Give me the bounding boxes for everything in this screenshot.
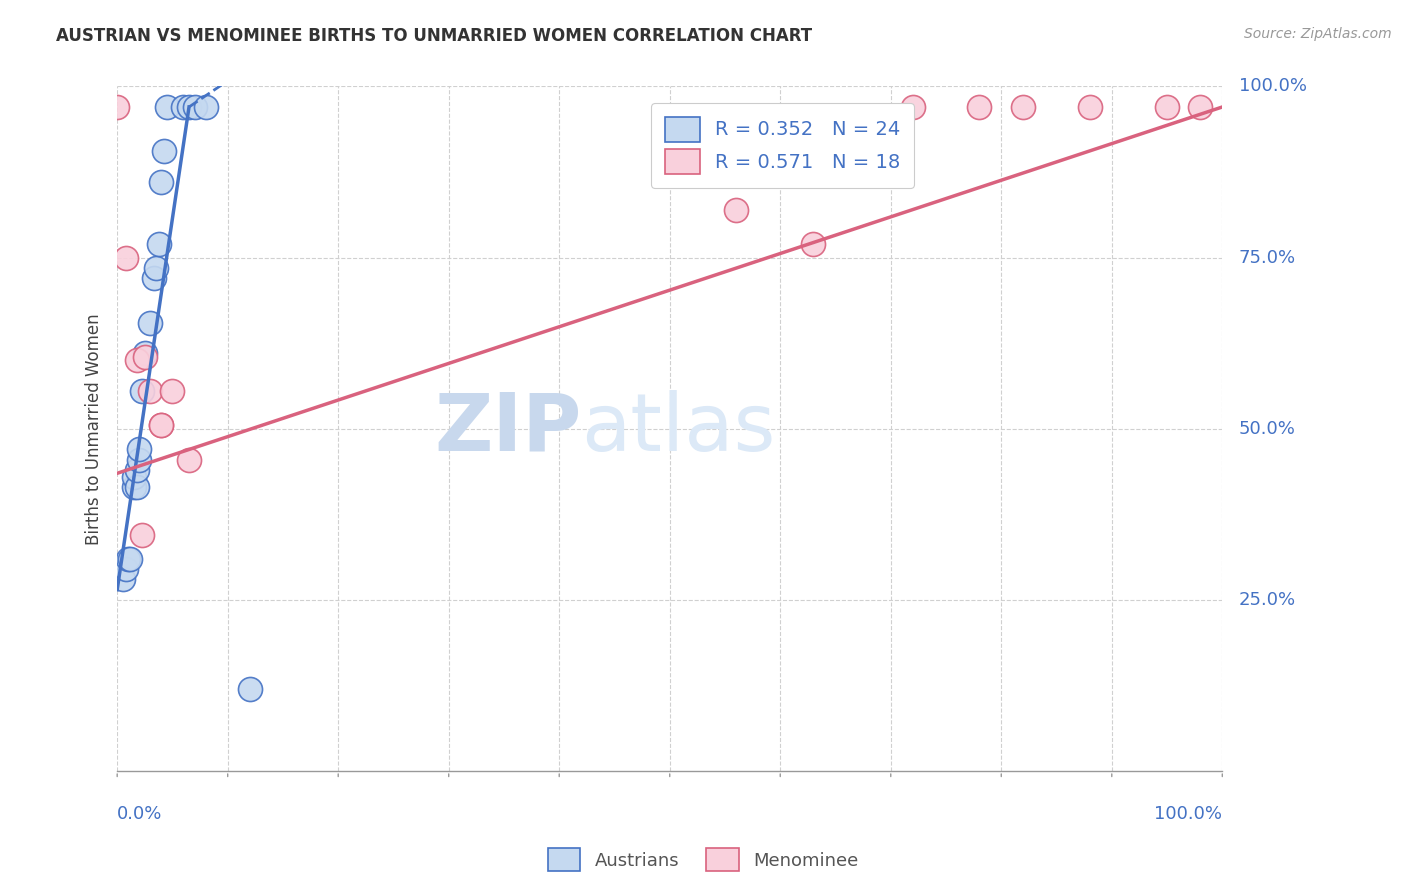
Point [901, 100, 924, 114]
Point [125, 480, 148, 494]
Point [183, 100, 205, 114]
Point [125, 353, 148, 368]
Point [239, 681, 262, 696]
Point [131, 528, 153, 542]
Legend: R = 0.352   N = 24, R = 0.571   N = 18: R = 0.352 N = 24, R = 0.571 N = 18 [651, 103, 914, 188]
Point [122, 469, 145, 483]
Point [134, 350, 156, 364]
Text: ZIP: ZIP [434, 390, 581, 467]
Point [120, 552, 142, 566]
Text: Source: ZipAtlas.com: Source: ZipAtlas.com [1244, 27, 1392, 41]
Point [115, 562, 138, 576]
Point [162, 384, 184, 398]
Point [1189, 100, 1212, 114]
Point [142, 271, 165, 285]
Point [967, 100, 990, 114]
Point [725, 202, 748, 217]
Point [194, 100, 217, 114]
Point [150, 418, 173, 433]
Text: 75.0%: 75.0% [1239, 249, 1296, 267]
Point [803, 236, 825, 251]
Point [139, 384, 162, 398]
Point [156, 100, 179, 114]
Text: atlas: atlas [581, 390, 776, 467]
Point [145, 260, 167, 275]
Point [177, 100, 200, 114]
Point [150, 418, 173, 433]
Point [111, 573, 134, 587]
Text: 100.0%: 100.0% [1154, 805, 1222, 823]
Text: 0.0%: 0.0% [117, 805, 163, 823]
Point [117, 552, 139, 566]
Point [134, 346, 156, 360]
Point [152, 145, 174, 159]
Legend: Austrians, Menominee: Austrians, Menominee [540, 841, 866, 879]
Y-axis label: Births to Unmarried Women: Births to Unmarried Women [86, 313, 103, 545]
Point [1012, 100, 1035, 114]
Text: 100.0%: 100.0% [1239, 78, 1306, 95]
Point [177, 452, 200, 467]
Point [115, 251, 138, 265]
Point [1156, 100, 1178, 114]
Text: 25.0%: 25.0% [1239, 591, 1296, 609]
Point [128, 442, 150, 457]
Point [173, 100, 195, 114]
Text: AUSTRIAN VS MENOMINEE BIRTHS TO UNMARRIED WOMEN CORRELATION CHART: AUSTRIAN VS MENOMINEE BIRTHS TO UNMARRIE… [56, 27, 813, 45]
Point [131, 384, 153, 398]
Point [128, 452, 150, 467]
Point [148, 236, 170, 251]
Point [139, 316, 162, 330]
Point [122, 480, 145, 494]
Point [105, 100, 128, 114]
Point [1078, 100, 1101, 114]
Point [125, 463, 148, 477]
Point [150, 175, 173, 189]
Text: 50.0%: 50.0% [1239, 420, 1296, 438]
